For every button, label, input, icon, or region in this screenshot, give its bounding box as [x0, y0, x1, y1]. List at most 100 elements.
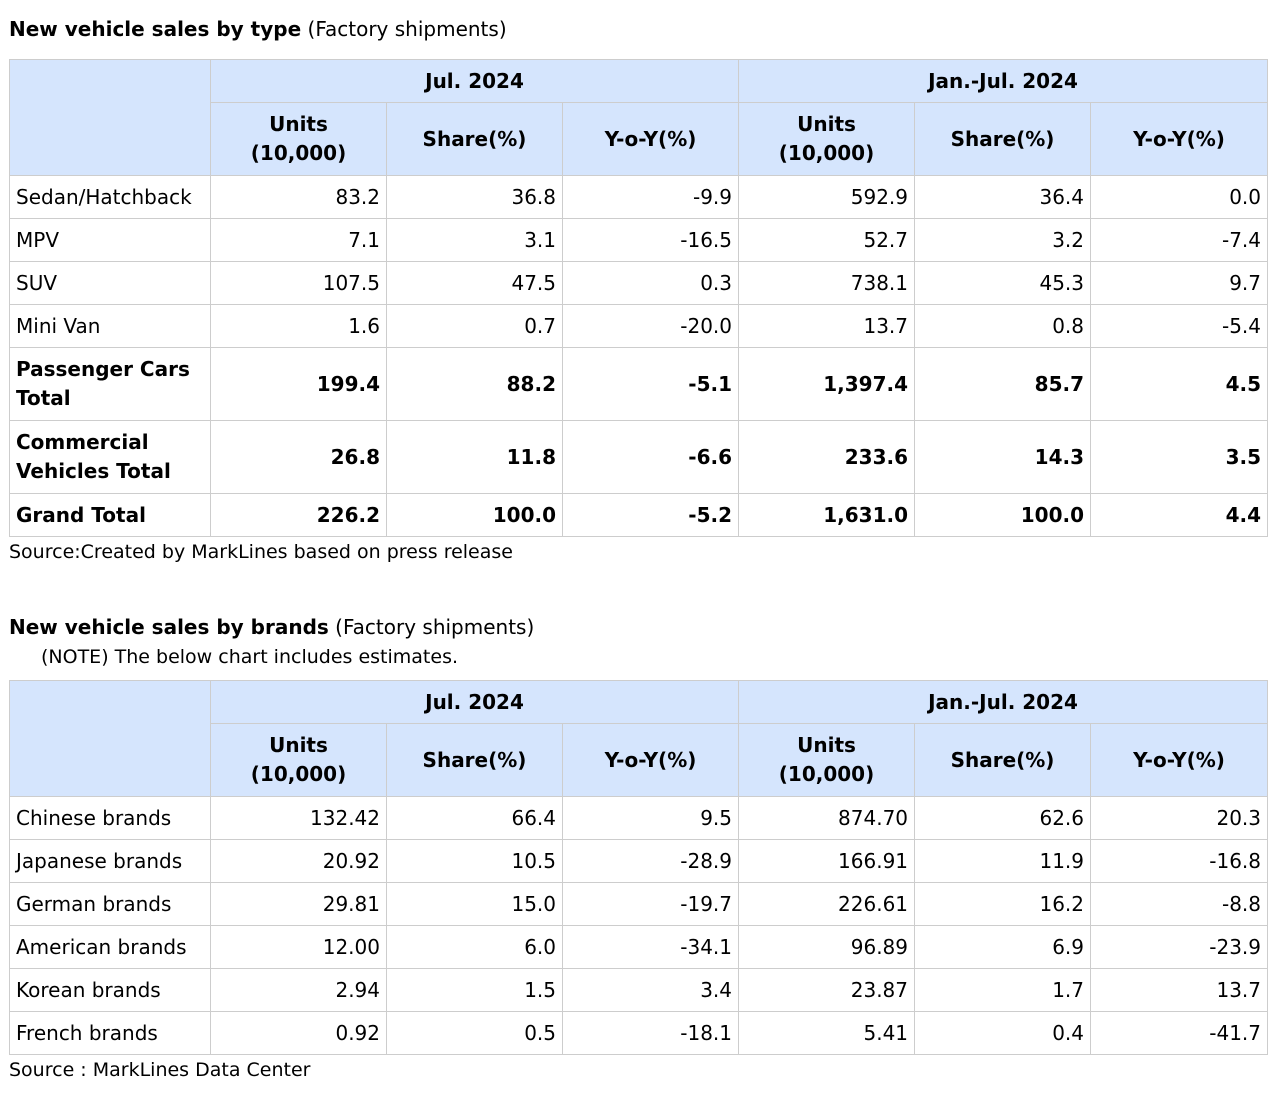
brand-header-period-janjul: Jan.-Jul. 2024: [738, 680, 1269, 724]
cell: 592.9: [738, 175, 916, 219]
cell: -20.0: [561, 304, 740, 348]
cell: -34.1: [561, 925, 740, 969]
cell: -41.7: [1090, 1011, 1269, 1055]
cell: 36.4: [914, 175, 1092, 219]
cell: 2.94: [210, 968, 387, 1012]
cell: 3.5: [1090, 420, 1269, 494]
cell: 23.87: [738, 968, 916, 1012]
type-col-share-janjul: Share(%): [914, 102, 1092, 176]
brand-col-share-janjul: Share(%): [914, 723, 1092, 797]
cell: 874.70: [738, 796, 916, 840]
cell: 226.61: [738, 882, 916, 926]
cell: 132.42: [210, 796, 387, 840]
row-label: German brands: [9, 882, 211, 926]
cell: -16.5: [561, 218, 740, 262]
type-header-period-janjul: Jan.-Jul. 2024: [738, 59, 1269, 103]
cell: 83.2: [210, 175, 387, 219]
row-label: Sedan/Hatchback: [9, 175, 211, 219]
cell: 96.89: [738, 925, 916, 969]
cell: 20.3: [1090, 796, 1269, 840]
cell: 1.6: [210, 304, 387, 348]
cell: 15.0: [386, 882, 563, 926]
cell: 3.4: [561, 968, 740, 1012]
cell: 36.8: [386, 175, 563, 219]
row-label: Commercial Vehicles Total: [9, 420, 211, 494]
cell: 0.4: [914, 1011, 1092, 1055]
brand-col-share-jul: Share(%): [386, 723, 563, 797]
cell: 26.8: [210, 420, 387, 494]
cell: 14.3: [914, 420, 1092, 494]
cell: 0.3: [561, 261, 740, 305]
cell: -8.8: [1090, 882, 1269, 926]
cell: -16.8: [1090, 839, 1269, 883]
cell: 3.1: [386, 218, 563, 262]
cell: 9.5: [561, 796, 740, 840]
cell: 12.00: [210, 925, 387, 969]
cell: 6.0: [386, 925, 563, 969]
cell: 1,631.0: [738, 493, 916, 537]
type-col-yoy-jul: Y-o-Y(%): [561, 102, 740, 176]
brand-col-units-jul: Units (10,000): [210, 723, 387, 797]
row-label: French brands: [9, 1011, 211, 1055]
brand-estimate-note: (NOTE) The below chart includes estimate…: [41, 646, 459, 668]
cell: 29.81: [210, 882, 387, 926]
table-row: French brands 0.92 0.5 -18.1 5.41 0.4 -4…: [9, 1011, 1269, 1055]
table-row: MPV 7.1 3.1 -16.5 52.7 3.2 -7.4: [9, 218, 1269, 262]
cell: 9.7: [1090, 261, 1269, 305]
cell: 1,397.4: [738, 347, 916, 421]
type-header-period-jul: Jul. 2024: [209, 59, 740, 103]
cell: -5.4: [1090, 304, 1269, 348]
row-label: Passenger Cars Total: [9, 347, 211, 421]
cell: 13.7: [738, 304, 916, 348]
type-col-units-janjul: Units (10,000): [738, 102, 916, 176]
type-section-title: New vehicle sales by type (Factory shipm…: [9, 17, 507, 41]
cell: -19.7: [561, 882, 740, 926]
cell: 13.7: [1090, 968, 1269, 1012]
type-col-yoy-janjul: Y-o-Y(%): [1090, 102, 1269, 176]
cell: 0.92: [210, 1011, 387, 1055]
row-label: Korean brands: [9, 968, 211, 1012]
table-row-subtotal: Passenger Cars Total 199.4 88.2 -5.1 1,3…: [9, 347, 1269, 421]
cell: 88.2: [386, 347, 563, 421]
cell: 10.5: [386, 839, 563, 883]
cell: 199.4: [210, 347, 387, 421]
brand-source-note: Source : MarkLines Data Center: [9, 1059, 311, 1081]
cell: 11.9: [914, 839, 1092, 883]
table-row: Mini Van 1.6 0.7 -20.0 13.7 0.8 -5.4: [9, 304, 1269, 348]
brand-col-yoy-janjul: Y-o-Y(%): [1090, 723, 1269, 797]
brand-col-units-janjul: Units (10,000): [738, 723, 916, 797]
cell: 6.9: [914, 925, 1092, 969]
cell: 0.7: [386, 304, 563, 348]
cell: -6.6: [561, 420, 740, 494]
cell: 226.2: [210, 493, 387, 537]
cell: -28.9: [561, 839, 740, 883]
cell: 0.0: [1090, 175, 1269, 219]
cell: -5.1: [561, 347, 740, 421]
cell: -23.9: [1090, 925, 1269, 969]
cell: 0.8: [914, 304, 1092, 348]
row-label: MPV: [9, 218, 211, 262]
brand-header-period-jul: Jul. 2024: [209, 680, 740, 724]
cell: 100.0: [914, 493, 1092, 537]
cell: 1.5: [386, 968, 563, 1012]
cell: 3.2: [914, 218, 1092, 262]
cell: 107.5: [210, 261, 387, 305]
type-col-units-jul: Units (10,000): [210, 102, 387, 176]
cell: 66.4: [386, 796, 563, 840]
cell: 100.0: [386, 493, 563, 537]
brand-header-row-periods: Jul. 2024 Jan.-Jul. 2024: [9, 680, 1269, 797]
brand-header-corner: [9, 680, 211, 797]
brand-title-rest: (Factory shipments): [328, 615, 535, 639]
row-label: Grand Total: [9, 493, 211, 537]
row-label: Mini Van: [9, 304, 211, 348]
cell: -5.2: [561, 493, 740, 537]
type-header-row-columns: Units (10,000) Share(%) Y-o-Y(%) Units (10…: [10, 102, 1269, 176]
cell: 11.8: [386, 420, 563, 494]
table-row-subtotal: Commercial Vehicles Total 26.8 11.8 -6.6…: [9, 420, 1269, 494]
type-header-corner: [9, 59, 211, 176]
cell: -9.9: [561, 175, 740, 219]
cell: 4.4: [1090, 493, 1269, 537]
cell: 233.6: [738, 420, 916, 494]
cell: 738.1: [738, 261, 916, 305]
cell: 0.5: [386, 1011, 563, 1055]
